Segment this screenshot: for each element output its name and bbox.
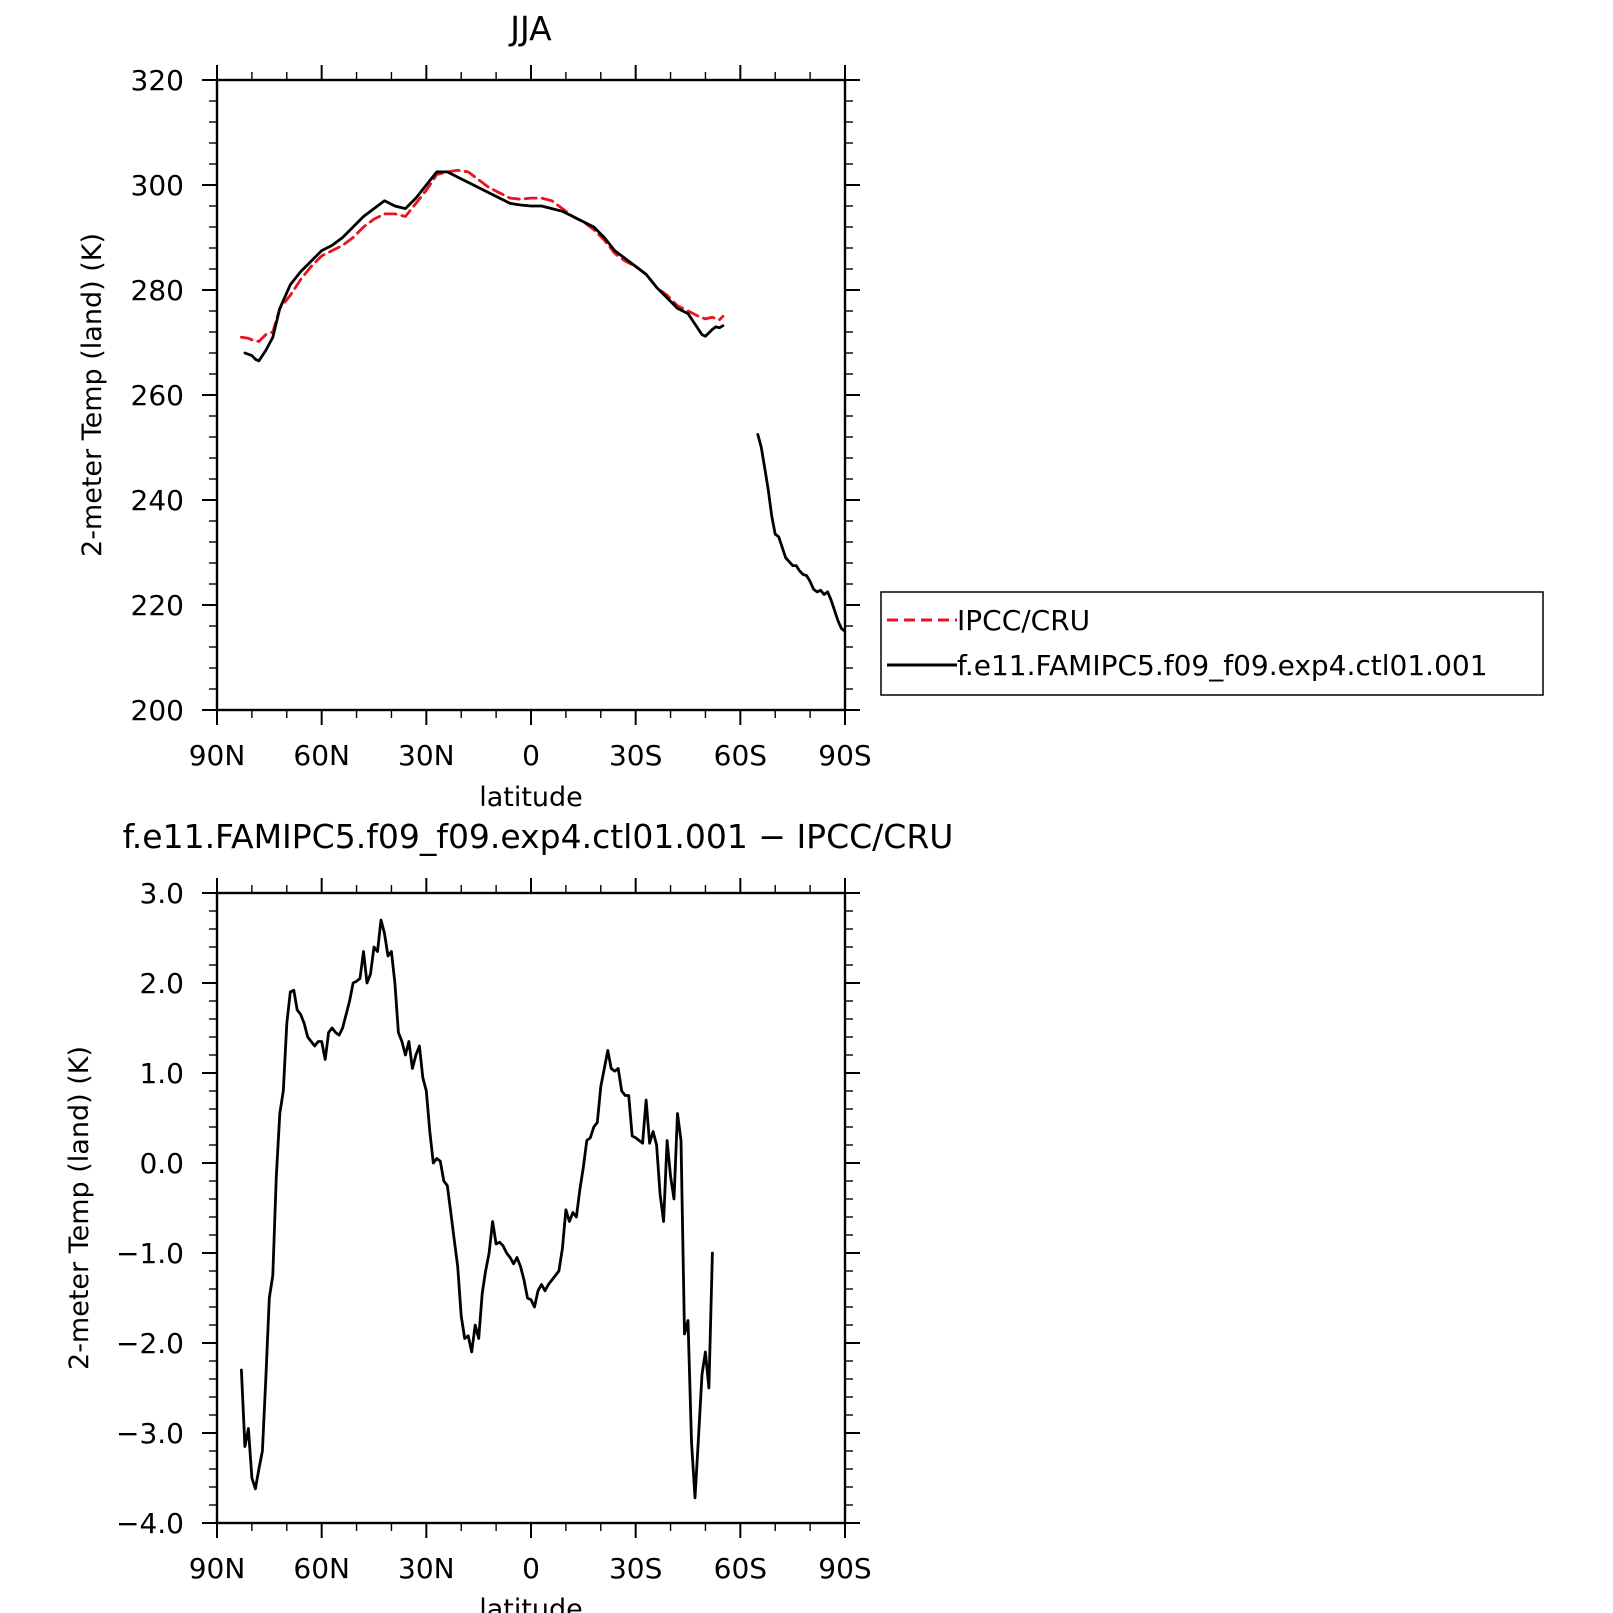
x-tick-label: 90S — [818, 739, 871, 772]
x-axis-label: latitude — [479, 1594, 583, 1613]
y-axis-label: 2-meter Temp (land) (K) — [64, 1046, 95, 1370]
y-tick-label: 3.0 — [139, 877, 184, 910]
plot-frame — [215, 891, 847, 1525]
y-tick-label: −2.0 — [116, 1327, 184, 1360]
top-panel-temperature: JJA 90N 60N 30N 0 30S 60S 90S 200 220 240 260 280 300… — [77, 9, 1544, 813]
series-line-1-segment-0 — [243, 170, 725, 363]
x-tick-label: 0 — [522, 739, 540, 772]
y-tick-label: 280 — [131, 274, 184, 307]
y-tick-label: 2.0 — [139, 967, 184, 1000]
y-tick-label: 1.0 — [139, 1057, 184, 1090]
series-line-0-segment-0 — [240, 168, 725, 343]
x-tick-label: 30N — [398, 1552, 455, 1585]
series-line-1-segment-1 — [756, 433, 845, 633]
legend-label-0: IPCC/CRU — [957, 604, 1090, 637]
x-tick-label: 60N — [293, 1552, 350, 1585]
x-tick-label: 30S — [609, 1552, 662, 1585]
series-line-0-segment-0 — [240, 918, 714, 1500]
y-tick-label: 220 — [131, 589, 184, 622]
y-tick-label: 320 — [131, 64, 184, 97]
legend: IPCC/CRU f.e11.FAMIPC5.f09_f09.exp4.ctl01… — [880, 591, 1544, 696]
x-tick-label: 90N — [189, 739, 246, 772]
x-tick-label: 0 — [522, 1552, 540, 1585]
x-axis-label: latitude — [479, 782, 583, 813]
y-tick-label: 200 — [131, 694, 184, 727]
x-tick-label: 30N — [398, 739, 455, 772]
y-tick-label: −1.0 — [116, 1237, 184, 1270]
y-tick-label: 240 — [131, 484, 184, 517]
y-tick-label: 260 — [131, 379, 184, 412]
x-tick-label: 60S — [714, 1552, 767, 1585]
x-tick-label: 60N — [293, 739, 350, 772]
chart-title: JJA — [508, 9, 552, 48]
y-tick-label: −3.0 — [116, 1417, 184, 1450]
x-tick-label: 90S — [818, 1552, 871, 1585]
y-tick-label: 300 — [131, 169, 184, 202]
y-tick-label: −4.0 — [116, 1507, 184, 1540]
bottom-panel-difference: f.e11.FAMIPC5.f09_f09.exp4.ctl01.001 − I… — [64, 817, 953, 1613]
y-axis-label: 2-meter Temp (land) (K) — [77, 233, 108, 557]
legend-box — [880, 591, 1544, 696]
y-tick-label: 0.0 — [139, 1147, 184, 1180]
chart-title: f.e11.FAMIPC5.f09_f09.exp4.ctl01.001 − I… — [123, 817, 954, 856]
x-tick-label: 30S — [609, 739, 662, 772]
plot-frame — [215, 78, 847, 712]
x-tick-label: 90N — [189, 1552, 246, 1585]
legend-label-1: f.e11.FAMIPC5.f09_f09.exp4.ctl01.001 — [957, 649, 1488, 682]
x-tick-label: 60S — [714, 739, 767, 772]
